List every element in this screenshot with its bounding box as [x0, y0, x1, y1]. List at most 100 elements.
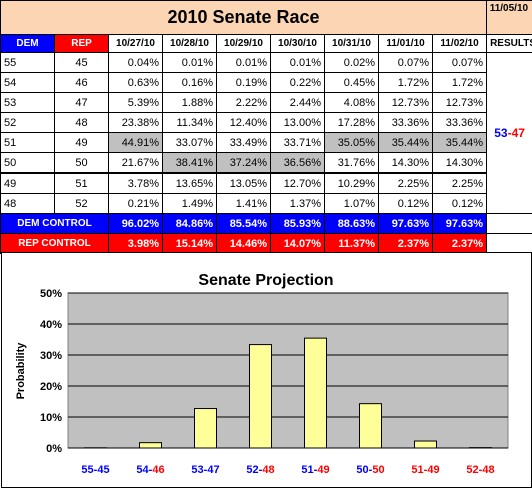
dem-seats-cell: 55	[0, 52, 55, 73]
result-separator: -	[507, 126, 512, 140]
header-row: DEM REP 10/27/10 10/28/10 10/29/10 10/30…	[0, 34, 532, 53]
probability-cell: 12.73%	[431, 92, 488, 113]
y-axis-label: Probability	[15, 342, 27, 400]
date-stamp: 11/05/10	[489, 3, 529, 14]
x-tick-label-rep: 46	[152, 464, 164, 476]
rep-control-label: REP CONTROL	[0, 233, 109, 254]
dem-control-value: 88.63%	[324, 213, 379, 234]
probability-cell: 12.73%	[378, 92, 433, 113]
probability-cell: 38.41%	[162, 152, 217, 174]
x-tick-label-rep: 51	[411, 464, 423, 476]
probability-cell: 0.01%	[270, 52, 325, 73]
x-tick-label-separator: -	[369, 464, 373, 476]
table-row: 54 46 0.63% 0.16% 0.19% 0.22% 0.45% 1.72% 1.72%	[0, 72, 532, 93]
probability-cell: 23.38%	[108, 112, 163, 133]
header-date: 11/02/10	[431, 34, 488, 53]
x-tick-label-separator: -	[94, 464, 98, 476]
y-tick-label: 40%	[40, 319, 62, 331]
probability-cell: 2.44%	[270, 92, 325, 113]
header-date: 10/31/10	[324, 34, 379, 53]
probability-cell: 33.36%	[378, 112, 433, 133]
rep-control-value: 2.37%	[431, 233, 488, 254]
dem-seats-cell: 49	[0, 172, 55, 194]
x-tick-label-rep: 50	[372, 464, 384, 476]
bar	[359, 403, 382, 449]
probability-cell: 13.65%	[162, 172, 217, 194]
result-dem: 53	[494, 126, 508, 140]
result-rep: 47	[511, 126, 525, 140]
probability-cell: 0.04%	[108, 52, 163, 73]
bar	[414, 440, 437, 449]
probability-cell: 2.25%	[378, 172, 433, 194]
bars	[84, 337, 492, 449]
table-row: 52 48 23.38% 11.34% 12.40% 13.00% 17.28% 33.36%…	[0, 112, 532, 133]
rep-control-result	[486, 233, 532, 254]
table-row: 55 45 0.04% 0.01% 0.01% 0.01% 0.02% 0.07% 0.07% 5…	[0, 52, 532, 214]
rep-seats-cell: 49	[54, 132, 109, 153]
probability-cell: 31.76%	[324, 152, 379, 174]
senate-projection-chart: Senate Projection Probability 0% 10% 20% 30…	[1, 252, 532, 488]
probability-cell: 21.67%	[108, 152, 163, 174]
probability-cell: 33.07%	[162, 132, 217, 153]
bar	[194, 408, 217, 449]
x-tick-label-separator: -	[314, 464, 318, 476]
probability-cell: 35.05%	[324, 132, 379, 153]
probability-cell: 11.34%	[162, 112, 217, 133]
rep-control-value: 15.14%	[162, 233, 217, 254]
probability-cell: 0.22%	[270, 72, 325, 93]
header-results: RESULTS	[486, 34, 532, 53]
probability-cell: 1.41%	[216, 193, 271, 214]
x-tick-label: 55-45	[81, 464, 109, 476]
probability-cell: 35.44%	[431, 132, 488, 153]
senate-race-table: 2010 Senate Race 11/05/10 DEM REP 10/27/…	[0, 0, 532, 254]
plot-area	[67, 292, 509, 449]
x-tick-label: 52-48	[466, 464, 494, 476]
probability-cell: 0.21%	[108, 193, 163, 214]
probability-cell: 37.24%	[216, 152, 271, 174]
probability-cell: 0.07%	[378, 52, 433, 73]
dem-control-label: DEM CONTROL	[0, 213, 109, 234]
probability-cell: 0.19%	[216, 72, 271, 93]
table-row: 53 47 5.39% 1.88% 2.22% 2.44% 4.08% 12.73% 12.73…	[0, 92, 532, 113]
probability-cell: 2.22%	[216, 92, 271, 113]
dem-seats-cell: 53	[0, 92, 55, 113]
dem-control-value: 96.02%	[108, 213, 163, 234]
bar	[249, 344, 272, 449]
probability-cell: 1.37%	[270, 193, 325, 214]
probability-cell: 0.02%	[324, 52, 379, 73]
y-tick-label: 30%	[40, 350, 62, 362]
probability-cell: 0.01%	[162, 52, 217, 73]
y-tick-label: 0%	[46, 443, 62, 455]
probability-cell: 33.36%	[431, 112, 488, 133]
dem-control-result	[486, 213, 532, 234]
table-row: 48 52 0.21% 1.49% 1.41% 1.37% 1.07% 0.12% 0.12%	[0, 193, 532, 214]
probability-cell: 17.28%	[324, 112, 379, 133]
header-dem: DEM	[0, 34, 55, 53]
chart-canvas: Senate Projection Probability 0% 10% 20% 30…	[15, 272, 509, 476]
probability-cell: 12.40%	[216, 112, 271, 133]
probability-cell: 10.29%	[324, 172, 379, 194]
x-tick-label-dem: 55	[81, 464, 93, 476]
table-title: 2010 Senate Race	[167, 7, 320, 27]
dem-control-value: 85.54%	[216, 213, 271, 234]
rep-seats-cell: 50	[54, 152, 109, 174]
chart-title: Senate Projection	[198, 272, 333, 289]
header-rep: REP	[54, 34, 109, 53]
rep-control-value: 14.07%	[270, 233, 325, 254]
probability-cell: 1.72%	[431, 72, 488, 93]
date-stamp-cell: 11/05/10	[486, 0, 532, 35]
dem-seats-cell: 50	[0, 152, 55, 174]
bar	[139, 442, 162, 449]
dem-seats-cell: 54	[0, 72, 55, 93]
probability-cell: 0.16%	[162, 72, 217, 93]
probability-cell: 36.56%	[270, 152, 325, 174]
x-tick-label-rep: 47	[207, 464, 219, 476]
x-tick-label-rep: 48	[262, 464, 274, 476]
probability-cell: 1.49%	[162, 193, 217, 214]
table-row: 49 51 3.78% 13.65% 13.05% 12.70% 10.29% 2.25% 2.…	[0, 172, 532, 194]
probability-cell: 0.12%	[378, 193, 433, 214]
dem-seats-cell: 52	[0, 112, 55, 133]
x-tick-label-dem: 50	[356, 464, 368, 476]
probability-cell: 14.30%	[431, 152, 488, 174]
rep-control-value: 14.46%	[216, 233, 271, 254]
